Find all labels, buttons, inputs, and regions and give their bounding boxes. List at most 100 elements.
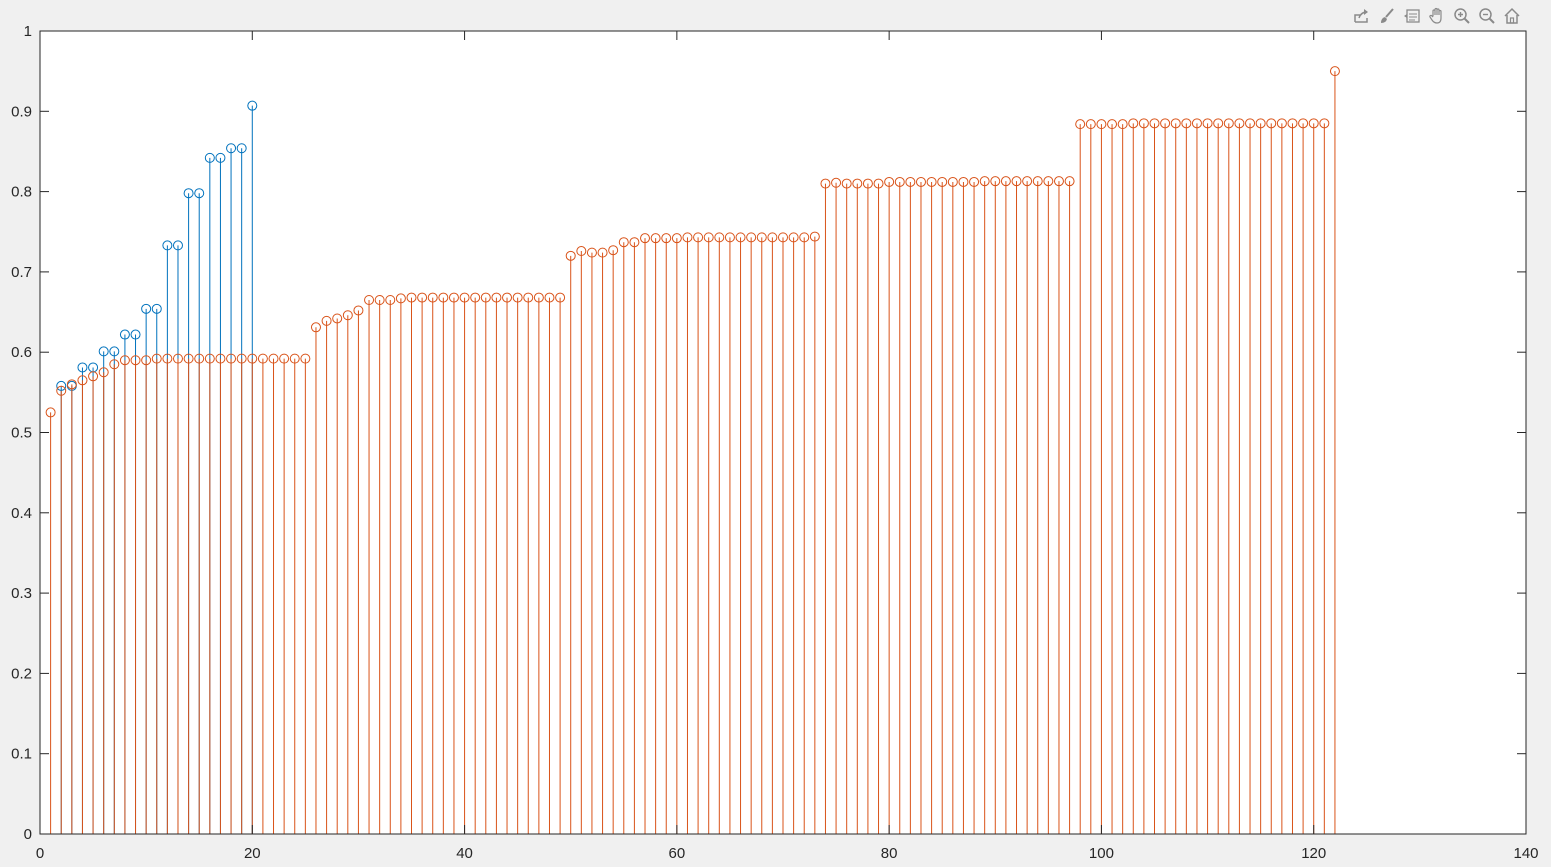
stem-marker xyxy=(852,178,863,189)
stem-marker xyxy=(990,176,1001,187)
stem-marker xyxy=(1287,118,1298,129)
stem-marker xyxy=(767,232,778,243)
stem-marker xyxy=(1053,176,1064,187)
stem-marker xyxy=(88,371,99,382)
stem-marker xyxy=(109,346,120,357)
stem-marker xyxy=(1234,118,1245,129)
zoom-in-button[interactable] xyxy=(1450,5,1473,27)
stem-marker xyxy=(576,246,587,257)
stem-marker xyxy=(130,355,141,366)
stem-marker xyxy=(714,232,725,243)
stem-marker xyxy=(172,240,183,251)
stem-marker xyxy=(226,143,237,154)
stem-marker xyxy=(247,100,258,111)
stem-marker xyxy=(130,329,141,340)
axes-toolbar xyxy=(1350,4,1523,28)
stem-marker xyxy=(162,353,173,364)
stem-marker xyxy=(194,353,205,364)
stem-marker xyxy=(151,353,162,364)
stem-marker xyxy=(969,176,980,187)
stem-marker xyxy=(873,178,884,189)
stem-marker xyxy=(618,237,629,248)
stem-marker xyxy=(183,353,194,364)
stem-marker xyxy=(756,232,767,243)
stem-marker xyxy=(884,176,895,187)
stem-marker xyxy=(586,247,597,258)
stem-marker xyxy=(236,143,247,154)
stem-marker xyxy=(640,233,651,244)
stem-marker xyxy=(1032,176,1043,187)
x-tick-label: 80 xyxy=(881,845,898,862)
stem-marker xyxy=(310,322,321,333)
stem-marker xyxy=(141,303,152,314)
stem-marker xyxy=(300,353,311,364)
stem-marker xyxy=(279,353,290,364)
stem-marker xyxy=(746,232,757,243)
stem-marker xyxy=(438,292,449,303)
stem-marker xyxy=(512,292,523,303)
stem-marker xyxy=(470,292,481,303)
stem-marker xyxy=(1329,66,1340,77)
stem-marker xyxy=(661,233,672,244)
stem-marker xyxy=(1308,118,1319,129)
export-button[interactable] xyxy=(1350,5,1373,27)
stem-marker xyxy=(565,250,576,261)
zoom-out-button[interactable] xyxy=(1475,5,1498,27)
x-tick-label: 20 xyxy=(244,845,261,862)
stem-marker xyxy=(820,178,831,189)
stem-marker xyxy=(1138,118,1149,129)
x-tick-label: 60 xyxy=(669,845,686,862)
datatip-button[interactable] xyxy=(1400,5,1423,27)
stem-marker xyxy=(77,375,88,386)
stem-marker xyxy=(395,293,406,304)
stem-marker xyxy=(183,188,194,199)
restore-view-button[interactable] xyxy=(1500,5,1523,27)
stem-marker xyxy=(66,379,77,390)
pan-icon xyxy=(1428,7,1442,24)
stem-marker xyxy=(172,353,183,364)
stem-marker xyxy=(947,176,958,187)
ticks-layer: 0 20 40 60 80 100 120 140 0 0.1 0.2 0.3 0.4 0.5 0.6 0.7… xyxy=(11,23,1538,862)
stem-marker xyxy=(342,310,353,321)
stem-marker xyxy=(1064,176,1075,187)
stem-marker xyxy=(385,295,396,306)
stem-marker xyxy=(1181,118,1192,129)
stem-marker xyxy=(1223,118,1234,129)
y-tick-label: 0.8 xyxy=(11,184,32,201)
stem-marker xyxy=(98,367,109,378)
y-tick-label: 1 xyxy=(24,23,32,40)
stem-marker xyxy=(979,176,990,187)
stem-marker xyxy=(597,247,608,258)
stem-marker xyxy=(1000,176,1011,187)
stem-marker xyxy=(1149,118,1160,129)
brush-icon xyxy=(1380,8,1394,23)
series-2 xyxy=(45,66,1340,834)
stem-marker xyxy=(204,152,215,163)
stem-marker xyxy=(831,177,842,188)
stem-marker xyxy=(724,232,735,243)
stem-marker xyxy=(841,178,852,189)
stem-marker xyxy=(215,152,226,163)
pan-button[interactable] xyxy=(1425,5,1448,27)
stem-marker xyxy=(321,315,332,326)
stem-marker xyxy=(162,240,173,251)
y-tick-label: 0.9 xyxy=(11,103,32,120)
stem-marker xyxy=(1075,119,1086,130)
stem-marker xyxy=(109,359,120,370)
stem-marker xyxy=(1245,118,1256,129)
y-tick-label: 0.2 xyxy=(11,665,32,682)
stem-marker xyxy=(544,292,555,303)
stem-marker xyxy=(1266,118,1277,129)
stem-marker xyxy=(682,232,693,243)
stem-marker xyxy=(958,176,969,187)
brush-button[interactable] xyxy=(1375,5,1398,27)
stem-marker xyxy=(905,176,916,187)
y-tick-label: 0.7 xyxy=(11,264,32,281)
stem-marker xyxy=(809,231,820,242)
stem-marker xyxy=(268,353,279,364)
stem-marker xyxy=(151,303,162,314)
stem-marker xyxy=(799,232,810,243)
stem-marker xyxy=(502,292,513,303)
stem-marker xyxy=(204,353,215,364)
